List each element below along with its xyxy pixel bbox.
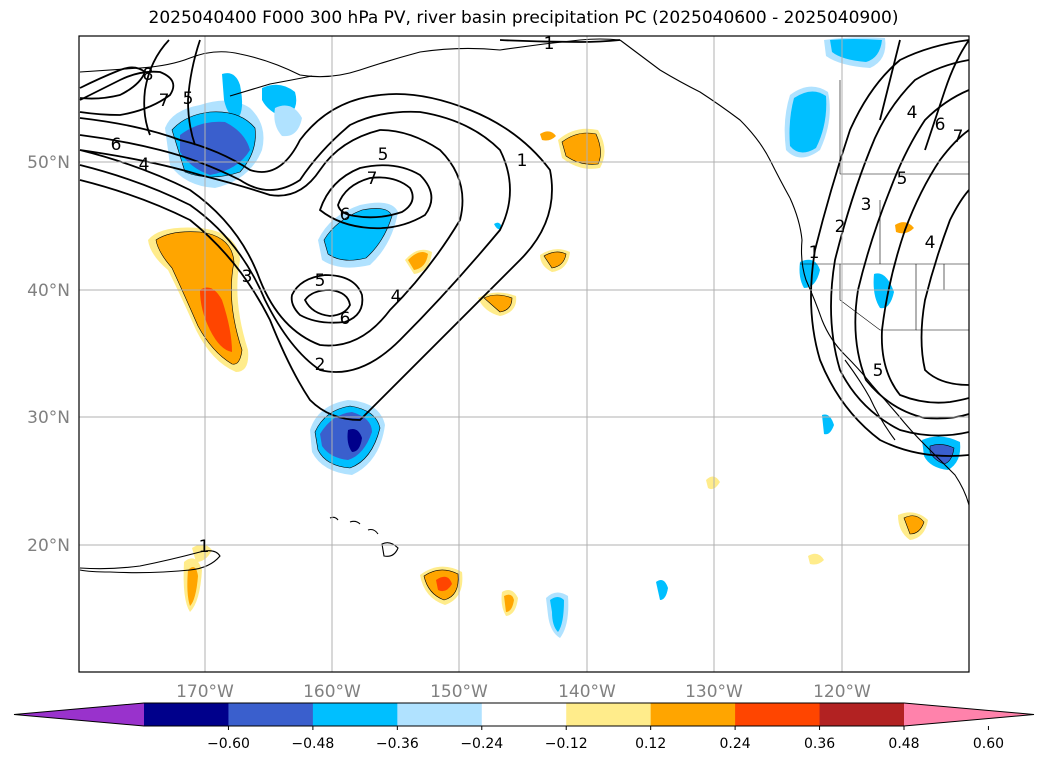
colorbar-bin: [144, 703, 229, 726]
colorbar-bin: [397, 703, 483, 726]
colorbar-tick-label: 0.36: [804, 736, 835, 752]
lon-label-150w: 150°W: [430, 682, 488, 702]
contour-label: 1: [517, 151, 528, 171]
lon-axis: 170°W 160°W 150°W 140°W 130°W 120°W: [176, 682, 871, 702]
lat-label-40n: 40°N: [27, 281, 70, 301]
contour-label: 7: [159, 91, 170, 111]
colorbar-tick-label: −0.36: [376, 736, 419, 752]
contour-label: 3: [861, 195, 872, 215]
contour-label: 3: [242, 267, 253, 287]
colorbar-tick-label: 0.24: [720, 736, 751, 752]
contour-label: 7: [367, 169, 378, 189]
colorbar: −0.60 −0.48 −0.36 −0.24 −0.12 0.12 0.24 0.36 0.4…: [13, 702, 1035, 752]
graticule: [79, 36, 969, 672]
colorbar-bin: [566, 703, 652, 726]
contour-label: 4: [907, 103, 918, 123]
contour-label: 5: [378, 145, 389, 165]
contour-label: 4: [925, 233, 936, 253]
colorbar-extend-low: [14, 703, 144, 726]
map-frame: [78, 35, 970, 673]
map-title: 2025040400 F000 300 hPa PV, river basin …: [148, 8, 899, 28]
colorbar-tick-label: −0.60: [207, 736, 250, 752]
contour-label: 6: [935, 115, 946, 135]
contour-label: 2: [835, 217, 846, 237]
colorbar-tick-label: 0.60: [973, 736, 1004, 752]
colorbar-tick-label: −0.48: [291, 736, 334, 752]
lon-label-140w: 140°W: [558, 682, 616, 702]
contour-label: 6: [340, 309, 351, 329]
lon-label-120w: 120°W: [813, 682, 871, 702]
colorbar-tick-label: 0.12: [635, 736, 666, 752]
colorbar-bin: [228, 703, 314, 726]
contour-label: 7: [953, 127, 964, 147]
colorbar-tick-label: −0.12: [545, 736, 588, 752]
colorbar-bin: [312, 703, 398, 726]
contour-label: 1: [544, 34, 555, 54]
contour-labels: 1 8 7 5 6 4 5 7 6 3 5 6 4 2 1 1 1 2 3 5 …: [111, 34, 964, 557]
contour-label: 5: [315, 271, 326, 291]
colorbar-bin: [481, 703, 567, 726]
lat-label-50n: 50°N: [27, 153, 70, 173]
lon-label-130w: 130°W: [685, 682, 743, 702]
lat-label-30n: 30°N: [27, 408, 70, 428]
colorbar-tick-label: −0.24: [460, 736, 503, 752]
pv-contours: [79, 39, 969, 457]
contour-label: 1: [199, 537, 210, 557]
lon-label-160w: 160°W: [303, 682, 361, 702]
contour-label: 4: [391, 287, 402, 307]
contour-label: 4: [139, 155, 150, 175]
colorbar-bin: [819, 703, 905, 726]
contour-label: 5: [183, 89, 194, 109]
contour-label: 6: [340, 205, 351, 225]
colorbar-tick-label: 0.48: [888, 736, 919, 752]
contour-label: 5: [873, 361, 884, 381]
coastlines: [79, 38, 969, 574]
colorbar-extend-high: [904, 703, 1034, 726]
contour-label: 1: [809, 243, 820, 263]
colorbar-bin: [650, 703, 736, 726]
lat-axis: 20°N 30°N 40°N 50°N: [27, 153, 70, 556]
contour-label: 8: [143, 65, 154, 85]
contour-label: 2: [315, 355, 326, 375]
contour-label: 6: [111, 135, 122, 155]
lon-label-170w: 170°W: [176, 682, 234, 702]
colorbar-outline: [13, 702, 1035, 727]
contour-label: 5: [897, 169, 908, 189]
colorbar-bin: [735, 703, 821, 726]
lat-label-20n: 20°N: [27, 536, 70, 556]
precip-positive-fills: [148, 128, 928, 616]
